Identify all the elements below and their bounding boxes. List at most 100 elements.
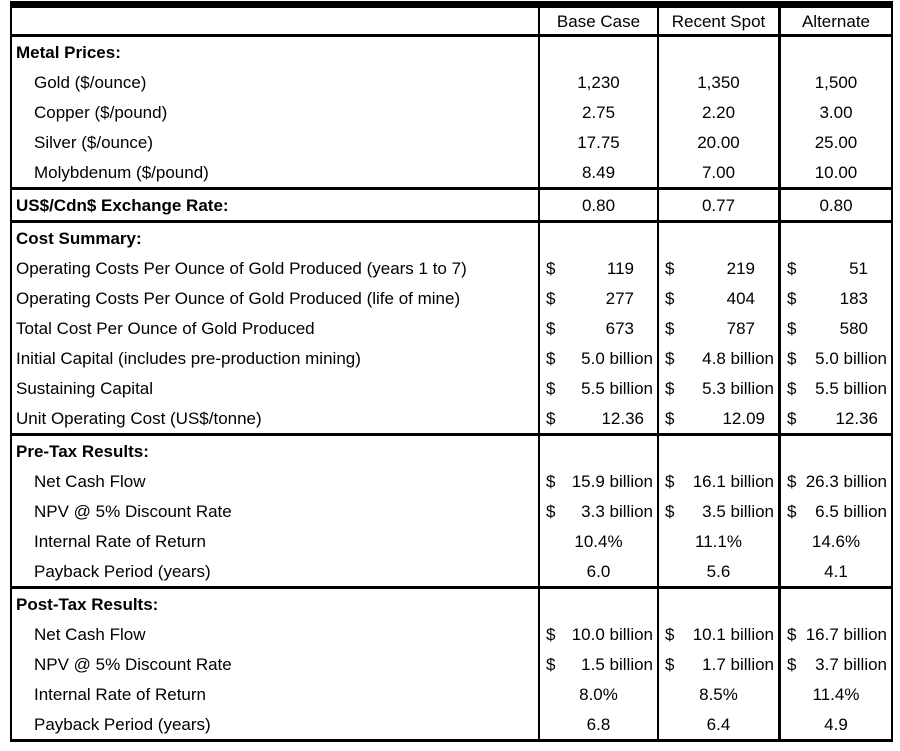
cell-alternate: 4.1 xyxy=(824,561,848,581)
dollar-sign: $ xyxy=(665,288,675,308)
row-label: US$/Cdn$ Exchange Rate: xyxy=(12,190,540,220)
cell-value: 404 xyxy=(726,288,755,308)
cell-value: 5.0 billion xyxy=(581,348,653,368)
cell-recent-spot xyxy=(659,37,781,67)
row-label: Initial Capital (includes pre-production… xyxy=(12,343,540,373)
dollar-sign: $ xyxy=(665,258,675,278)
cell-alternate xyxy=(781,37,891,67)
cell-value: 12.36 xyxy=(835,408,878,428)
cell-base-case: $277 xyxy=(540,283,659,313)
cell-base-case: $5.0 billion xyxy=(540,343,659,373)
table-body: Metal Prices: Gold ($/ounce) 1,230 1,350 1,5… xyxy=(12,37,891,739)
cell-recent-spot xyxy=(659,223,781,253)
cell-base-case xyxy=(540,589,659,619)
dollar-sign: $ xyxy=(787,654,797,674)
cell-recent-spot xyxy=(659,589,781,619)
cell-value: 1.7 billion xyxy=(702,654,774,674)
cell-value: 5.5 billion xyxy=(815,378,887,398)
financial-scenario-table: Base Case Recent Spot Alternate Metal Pr… xyxy=(10,1,893,742)
cell-recent-spot: 5.6 xyxy=(659,556,781,586)
cell-base-case: 8.49 xyxy=(540,157,659,187)
header-recent-spot: Recent Spot xyxy=(659,8,781,34)
cell-base-case: $5.5 billion xyxy=(540,373,659,403)
cell-alternate: $183 xyxy=(781,283,891,313)
row-label: NPV @ 5% Discount Rate xyxy=(12,649,540,679)
row-label: Pre-Tax Results: xyxy=(12,436,540,466)
section-row: Cost Summary: xyxy=(12,220,891,253)
cell-value: 119 xyxy=(606,258,634,278)
section-row: Metal Prices: xyxy=(12,37,891,67)
row-label: Net Cash Flow xyxy=(12,619,540,649)
cell-alternate: 10.00 xyxy=(814,162,858,182)
row-label: Operating Costs Per Ounce of Gold Produc… xyxy=(12,253,540,283)
cell-recent-spot: $219 xyxy=(659,253,781,283)
cell-value: 673 xyxy=(605,318,634,338)
cell-alternate: $12.36 xyxy=(781,403,891,433)
dollar-sign: $ xyxy=(546,654,556,674)
cell-base-case: $15.9 billion xyxy=(540,466,659,496)
table-row: Net Cash Flow $15.9 billion $16.1 billion $… xyxy=(12,466,891,496)
cell-alternate: $6.5 billion xyxy=(781,496,891,526)
cell-base-case: 6.0 xyxy=(540,556,659,586)
cell-value: 277 xyxy=(605,288,634,308)
table-row: Sustaining Capital $5.5 billion $5.3 billi… xyxy=(12,373,891,403)
cell-recent-spot: 20.00 xyxy=(659,127,781,157)
table-row: Molybdenum ($/pound) 8.49 7.00 10.00 xyxy=(12,157,891,187)
cell-value: 16.7 billion xyxy=(805,624,887,644)
dollar-sign: $ xyxy=(787,471,797,491)
cell-value: 5.3 billion xyxy=(702,378,774,398)
table-row: Operating Costs Per Ounce of Gold Produc… xyxy=(12,253,891,283)
cell-base-case: 10.4% xyxy=(540,526,659,556)
table-row: Unit Operating Cost (US$/tonne) $12.36 $12… xyxy=(12,403,891,433)
cell-alternate xyxy=(781,589,891,619)
cell-recent-spot: $787 xyxy=(659,313,781,343)
cell-alternate: 14.6% xyxy=(811,531,861,551)
dollar-sign: $ xyxy=(787,258,797,278)
dollar-sign: $ xyxy=(546,624,556,644)
row-label: Metal Prices: xyxy=(12,37,540,67)
cell-alternate: 1,500 xyxy=(814,72,858,92)
cell-value: 10.1 billion xyxy=(692,624,774,644)
table-row: Gold ($/ounce) 1,230 1,350 1,500 xyxy=(12,67,891,97)
cell-recent-spot: $16.1 billion xyxy=(659,466,781,496)
row-label: Operating Costs Per Ounce of Gold Produc… xyxy=(12,283,540,313)
table-row: Copper ($/pound) 2.75 2.20 3.00 xyxy=(12,97,891,127)
row-label: Post-Tax Results: xyxy=(12,589,540,619)
cell-base-case: 6.8 xyxy=(540,709,659,739)
cell-alternate: 0.80 xyxy=(819,195,853,215)
dollar-sign: $ xyxy=(546,258,556,278)
cell-value: 10.0 billion xyxy=(571,624,653,644)
cell-recent-spot: $5.3 billion xyxy=(659,373,781,403)
cell-recent-spot: 7.00 xyxy=(659,157,781,187)
cell-alternate: $5.5 billion xyxy=(781,373,891,403)
row-label: Total Cost Per Ounce of Gold Produced xyxy=(12,313,540,343)
dollar-sign: $ xyxy=(546,318,556,338)
cell-recent-spot: 8.5% xyxy=(659,679,781,709)
cell-alternate: $16.7 billion xyxy=(781,619,891,649)
cell-base-case xyxy=(540,37,659,67)
cell-value: 3.3 billion xyxy=(581,501,653,521)
dollar-sign: $ xyxy=(787,408,797,428)
cell-value: 787 xyxy=(726,318,755,338)
table-row: Initial Capital (includes pre-production… xyxy=(12,343,891,373)
dollar-sign: $ xyxy=(546,501,556,521)
row-label: Unit Operating Cost (US$/tonne) xyxy=(12,403,540,433)
dollar-sign: $ xyxy=(787,624,797,644)
cell-base-case: $673 xyxy=(540,313,659,343)
row-label: Payback Period (years) xyxy=(12,556,540,586)
dollar-sign: $ xyxy=(665,408,675,428)
cell-base-case: $3.3 billion xyxy=(540,496,659,526)
cell-alternate: $3.7 billion xyxy=(781,649,891,679)
header-empty-cell xyxy=(12,8,540,34)
cell-alternate: 25.00 xyxy=(814,132,858,152)
table-header-row: Base Case Recent Spot Alternate xyxy=(12,8,891,37)
cell-base-case xyxy=(540,223,659,253)
cell-base-case: 17.75 xyxy=(540,127,659,157)
row-label: Sustaining Capital xyxy=(12,373,540,403)
cell-recent-spot: $1.7 billion xyxy=(659,649,781,679)
header-alternate: Alternate xyxy=(801,11,871,31)
table-row: Silver ($/ounce) 17.75 20.00 25.00 xyxy=(12,127,891,157)
cell-alternate: 3.00 xyxy=(819,102,853,122)
dollar-sign: $ xyxy=(787,501,797,521)
cell-value: 4.8 billion xyxy=(702,348,774,368)
